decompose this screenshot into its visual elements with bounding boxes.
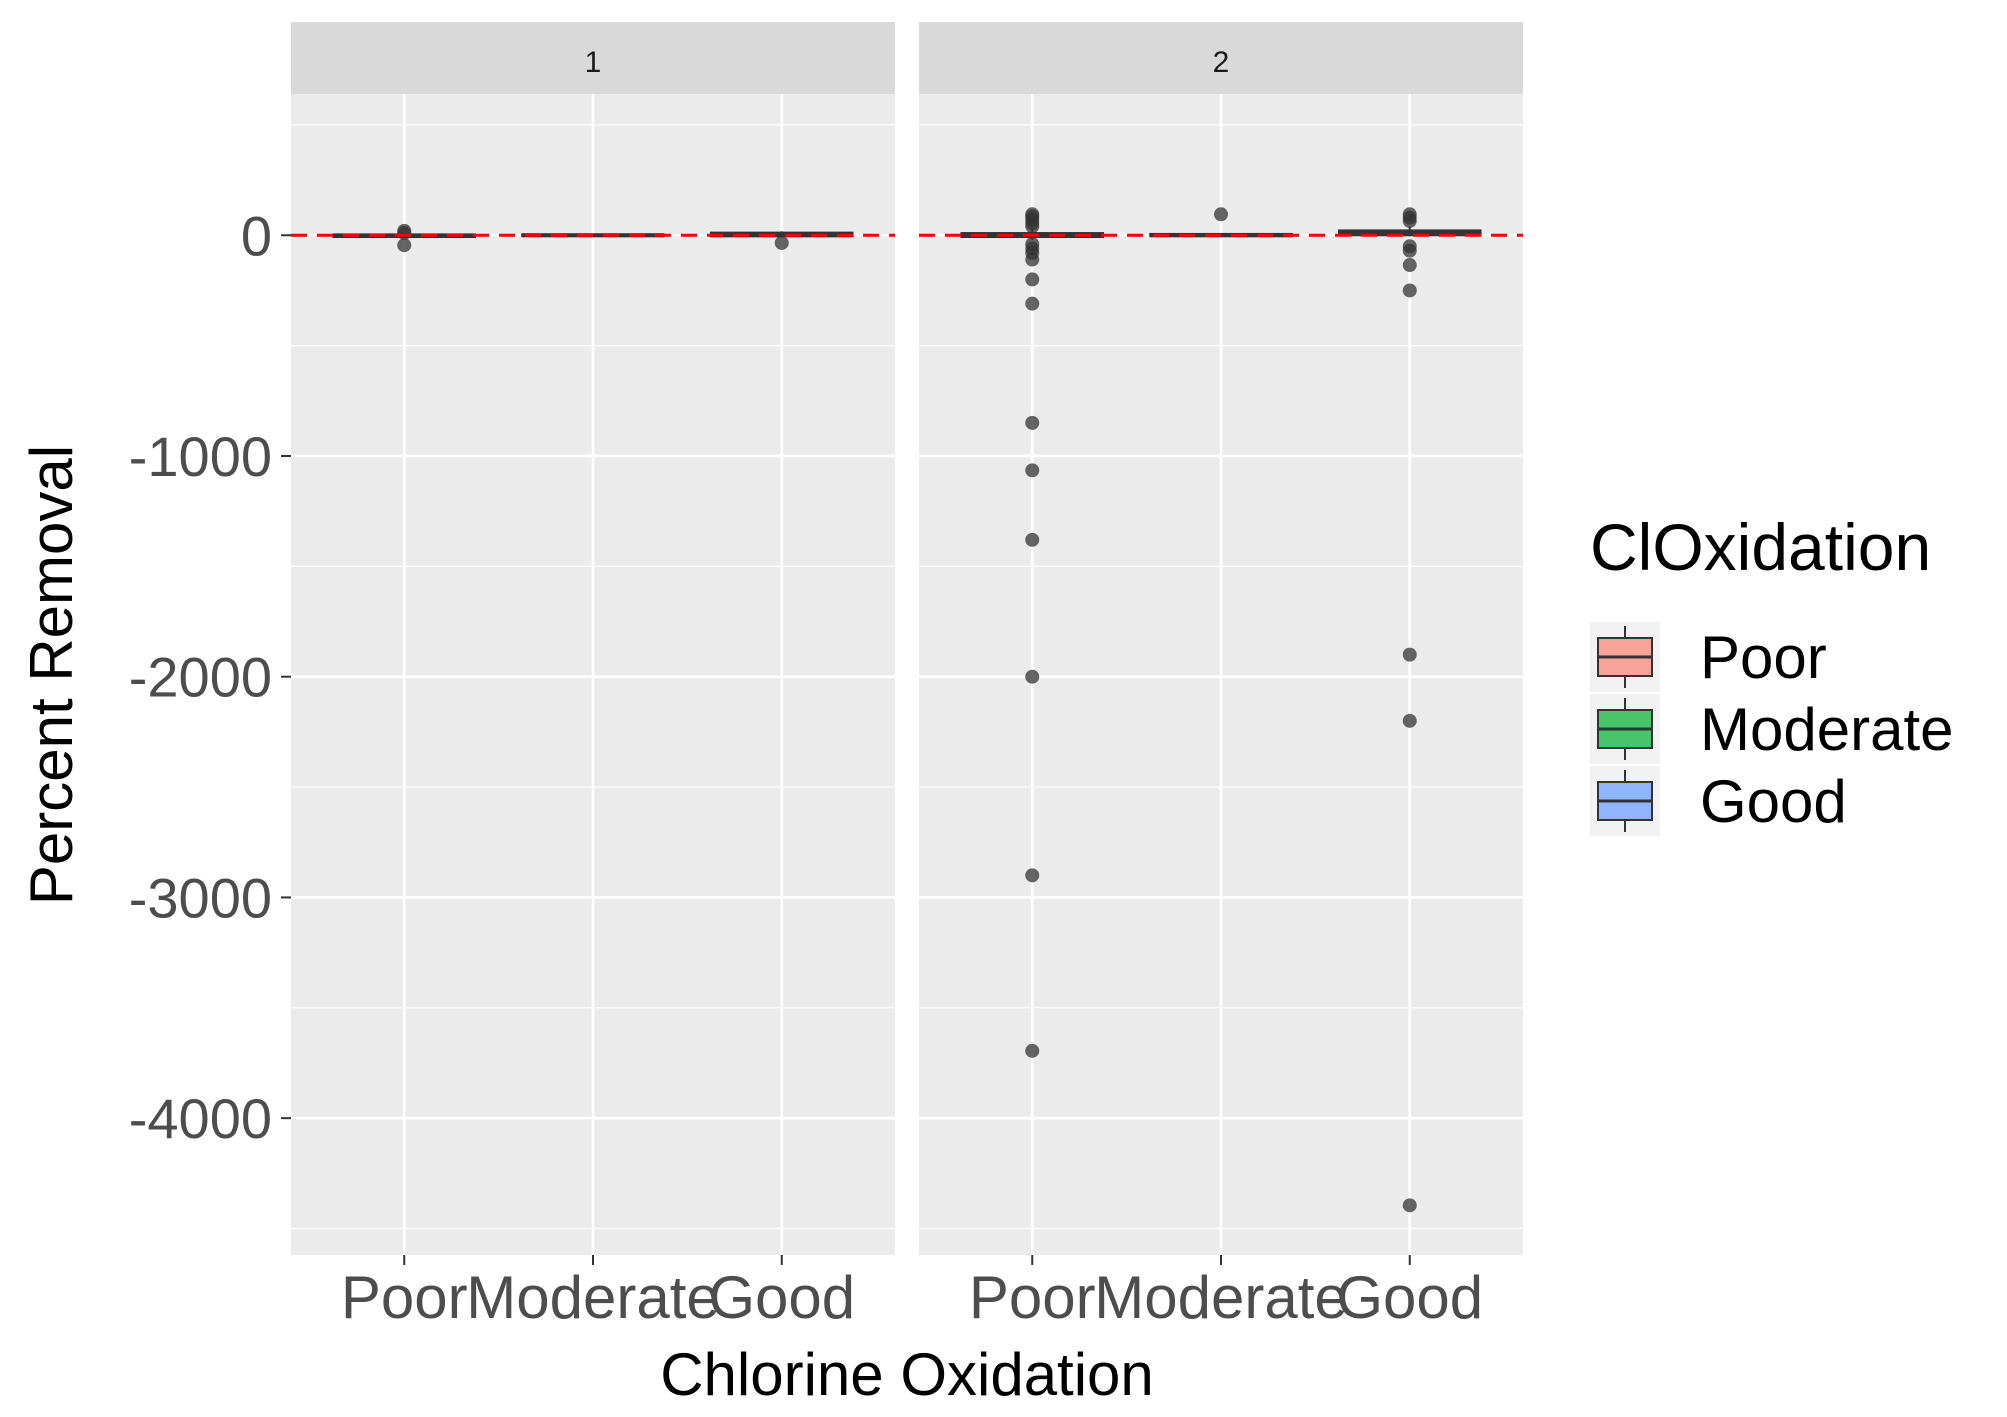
outlier-point <box>1025 1043 1040 1058</box>
outlier-point <box>1025 272 1040 287</box>
outlier-point <box>1025 532 1040 547</box>
outlier-point <box>1025 463 1040 478</box>
legend-key-moderate <box>1590 694 1660 764</box>
outlier-point <box>1402 243 1417 258</box>
y-tick-label: -3000 <box>129 866 272 929</box>
outlier-point <box>1402 213 1417 228</box>
legend-label: Moderate <box>1700 696 1953 763</box>
legend-key-good <box>1590 766 1660 836</box>
facet-strip <box>919 22 1523 94</box>
legend-label: Good <box>1700 768 1847 835</box>
outlier-point <box>1025 868 1040 883</box>
y-tick-label: -1000 <box>129 425 272 488</box>
outlier-point <box>1025 296 1040 311</box>
y-axis-title: Percent Removal <box>18 445 85 905</box>
box-good <box>1337 207 1482 1213</box>
outlier-point <box>1025 219 1040 234</box>
facet-strip-label: 1 <box>585 46 602 79</box>
outlier-point <box>1025 415 1040 430</box>
legend-key-poor <box>1590 622 1660 692</box>
x-tick-label: Moderate <box>466 1264 719 1331</box>
outlier-point <box>1402 258 1417 273</box>
y-tick-label: 0 <box>241 204 272 267</box>
legend-title: ClOxidation <box>1590 510 1931 584</box>
x-tick-label: Poor <box>969 1264 1096 1331</box>
outlier-point <box>1025 252 1040 267</box>
outlier-point <box>397 226 412 241</box>
outlier-point <box>1214 207 1228 222</box>
legend-label: Poor <box>1700 624 1827 691</box>
x-tick-label: Good <box>708 1264 855 1331</box>
y-tick-label: -2000 <box>129 646 272 709</box>
outlier-point <box>1402 283 1417 298</box>
y-axis: 0 -1000 -2000 -3000 -4000 <box>129 204 291 1150</box>
x-tick-label: Good <box>1336 1264 1483 1331</box>
outlier-point <box>1402 1198 1417 1213</box>
outlier-point <box>1025 669 1040 684</box>
x-tick-label: Poor <box>341 1264 468 1331</box>
facet-strip-label: 2 <box>1213 46 1230 79</box>
outlier-point <box>1402 647 1417 662</box>
x-tick-label: Moderate <box>1094 1264 1347 1331</box>
outlier-point <box>774 235 789 250</box>
outlier-point <box>1402 713 1417 728</box>
facet-strip <box>291 22 895 94</box>
outlier-point <box>397 238 412 253</box>
x-axis-title: Chlorine Oxidation <box>660 1341 1154 1408</box>
y-tick-label: -4000 <box>129 1087 272 1150</box>
